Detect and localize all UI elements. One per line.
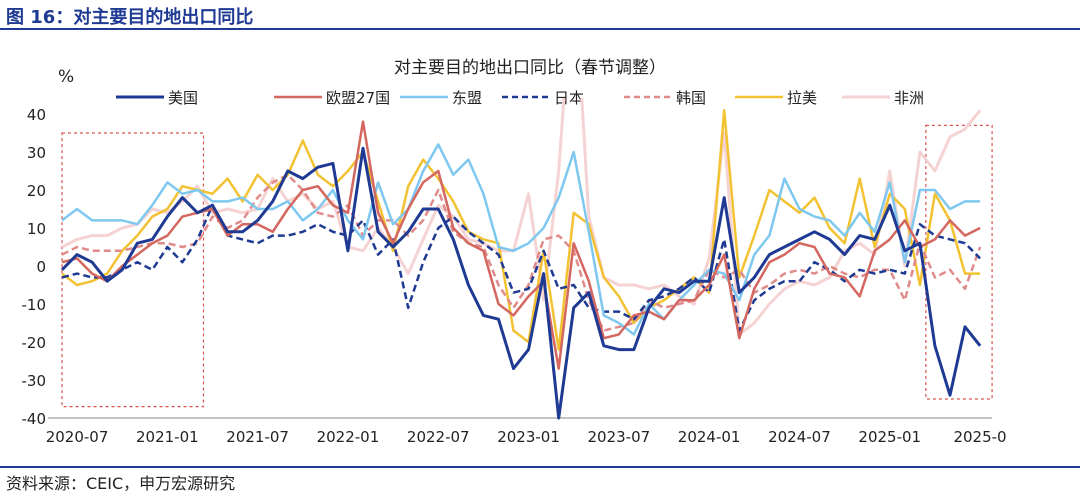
series-line-东盟 (61, 143, 981, 336)
legend: 美国 欧盟27国 东盟 日本 韩国 拉美 非洲 (116, 89, 924, 107)
figure-title: 图 16：对主要目的地出口同比 (6, 7, 254, 28)
y-tick-label: 0 (36, 258, 46, 276)
highlight-boxes (61, 124, 993, 408)
x-tick-label: 2021-07 (226, 428, 289, 446)
y-tick-label: 40 (27, 106, 46, 124)
y-axis-unit: % (58, 67, 74, 87)
y-tick-label: 30 (27, 144, 46, 162)
highlight-box-2020 (61, 132, 205, 408)
legend-label: 日本 (554, 89, 584, 107)
y-tick-label: 10 (27, 220, 46, 238)
y-tick-label: -30 (22, 372, 47, 390)
x-tick-label: 2022-01 (317, 428, 380, 446)
x-tick-label: 2023-07 (588, 428, 651, 446)
x-tick-label: 2024-07 (768, 428, 831, 446)
highlight-box-2025 (925, 124, 993, 400)
x-tick-label: 2025-0 (953, 428, 1006, 446)
x-tick-label: 2022-07 (407, 428, 470, 446)
series-lines (60, 98, 982, 420)
source-rule (0, 466, 1080, 468)
legend-label: 美国 (168, 89, 198, 107)
legend-label: 拉美 (787, 89, 817, 107)
legend-label: 欧盟27国 (326, 89, 390, 107)
x-axis: 2020-07 2021-01 2021-07 2022-01 2022-07 2023-… (46, 417, 1007, 446)
series-line-美国 (60, 146, 982, 420)
series-line-欧盟27国 (61, 120, 981, 370)
y-tick-label: -10 (22, 296, 47, 314)
x-tick-label: 2023-01 (497, 428, 560, 446)
series-line-拉美 (61, 108, 981, 351)
x-tick-label: 2024-01 (678, 428, 741, 446)
x-tick-label: 2021-01 (136, 428, 199, 446)
chart-title: 对主要目的地出口同比（春节调整） (394, 58, 666, 78)
legend-label: 东盟 (452, 89, 482, 107)
legend-label: 韩国 (676, 89, 706, 107)
y-tick-label: -40 (22, 410, 47, 428)
y-axis: 40 30 20 10 0 -10 -20 -30 -40 (22, 106, 47, 428)
line-chart: 对主要目的地出口同比（春节调整） % 美国 欧盟27国 东盟 日本 韩国 拉美 非洲 40 3… (22, 58, 1007, 446)
x-tick-label: 2020-07 (46, 428, 109, 446)
y-tick-label: 20 (27, 182, 46, 200)
title-rule (0, 28, 1080, 30)
legend-label: 非洲 (894, 89, 924, 107)
source-note: 资料来源：CEIC，申万宏源研究 (6, 474, 236, 493)
y-tick-label: -20 (22, 334, 47, 352)
x-tick-label: 2025-01 (858, 428, 921, 446)
